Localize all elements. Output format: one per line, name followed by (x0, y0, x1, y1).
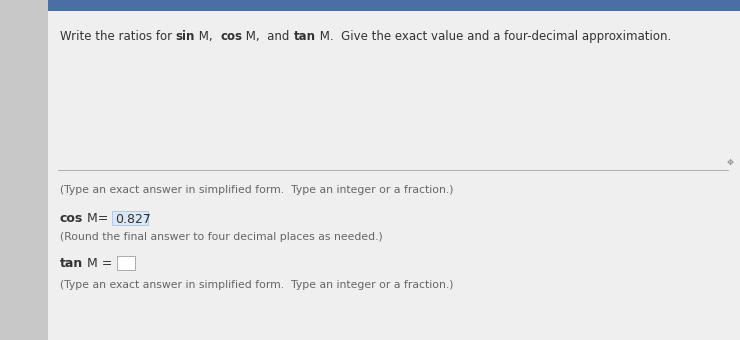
Text: ✥: ✥ (727, 157, 733, 167)
Text: ': ' (146, 214, 148, 223)
Text: cos: cos (60, 212, 83, 225)
Text: tan: tan (60, 257, 83, 270)
FancyBboxPatch shape (112, 211, 147, 225)
Text: M,: M, (195, 30, 221, 43)
Text: (Type an exact answer in simplified form.  Type an integer or a fraction.): (Type an exact answer in simplified form… (60, 280, 454, 290)
Text: (Round the final answer to four decimal places as needed.): (Round the final answer to four decimal … (60, 232, 383, 242)
Text: cos: cos (221, 30, 243, 43)
Text: M=: M= (83, 212, 112, 225)
Text: M,  and: M, and (243, 30, 294, 43)
Bar (0, 0, 48, 340)
Text: M =: M = (83, 257, 117, 270)
Bar (48, 0, 740, 11)
Text: M.  Give the exact value and a four-decimal approximation.: M. Give the exact value and a four-decim… (315, 30, 670, 43)
Text: tan: tan (294, 30, 315, 43)
Text: 0.827: 0.827 (115, 213, 150, 226)
Text: sin: sin (176, 30, 195, 43)
Text: Write the ratios for: Write the ratios for (60, 30, 176, 43)
Text: (Type an exact answer in simplified form.  Type an integer or a fraction.): (Type an exact answer in simplified form… (60, 185, 454, 195)
FancyBboxPatch shape (117, 256, 135, 270)
